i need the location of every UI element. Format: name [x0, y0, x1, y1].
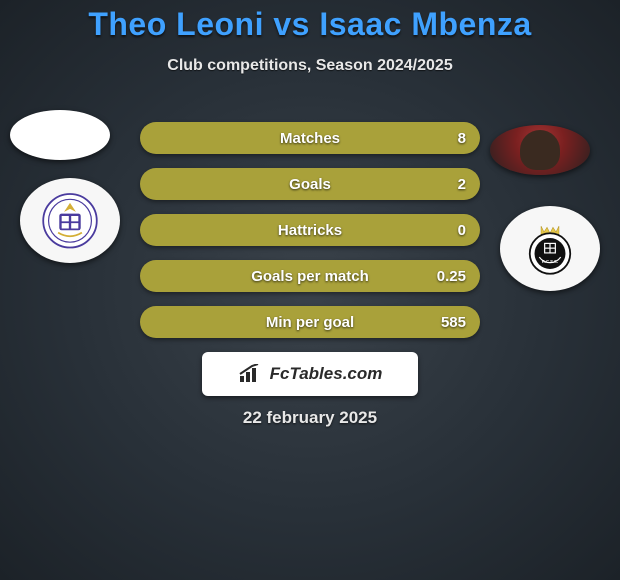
- footer-date: 22 february 2025: [0, 408, 620, 428]
- club-crest-right: R.C.S.C.: [500, 206, 600, 291]
- svg-text:R.C.S.C.: R.C.S.C.: [542, 259, 558, 264]
- stat-label: Hattricks: [278, 222, 342, 239]
- club-crest-left: [20, 178, 120, 263]
- stat-row: Matches 8: [140, 122, 480, 154]
- stat-row: Hattricks 0: [140, 214, 480, 246]
- stat-value: 2: [458, 176, 466, 193]
- page-title: Theo Leoni vs Isaac Mbenza: [0, 6, 620, 43]
- watermark-text: FcTables.com: [270, 364, 383, 384]
- stat-label: Min per goal: [266, 314, 354, 331]
- player-avatar-right: [490, 125, 590, 175]
- crest-left-svg: [35, 191, 105, 251]
- stat-label: Goals: [289, 176, 331, 193]
- avatar-figure: [520, 130, 560, 170]
- stat-label: Matches: [280, 130, 340, 147]
- stat-value: 0.25: [437, 268, 466, 285]
- chart-icon: [238, 364, 264, 384]
- subtitle: Club competitions, Season 2024/2025: [0, 57, 620, 75]
- stat-row: Min per goal 585: [140, 306, 480, 338]
- stat-value: 0: [458, 222, 466, 239]
- crest-right-svg: R.C.S.C.: [515, 219, 585, 279]
- player-avatar-left: [10, 110, 110, 160]
- stat-row: Goals per match 0.25: [140, 260, 480, 292]
- stat-value: 8: [458, 130, 466, 147]
- stat-value: 585: [441, 314, 466, 331]
- watermark: FcTables.com: [202, 352, 418, 396]
- content-region: Theo Leoni vs Isaac Mbenza Club competit…: [0, 0, 620, 75]
- stats-list: Matches 8 Goals 2 Hattricks 0 Goals per …: [140, 122, 480, 352]
- stat-row: Goals 2: [140, 168, 480, 200]
- stat-label: Goals per match: [251, 268, 369, 285]
